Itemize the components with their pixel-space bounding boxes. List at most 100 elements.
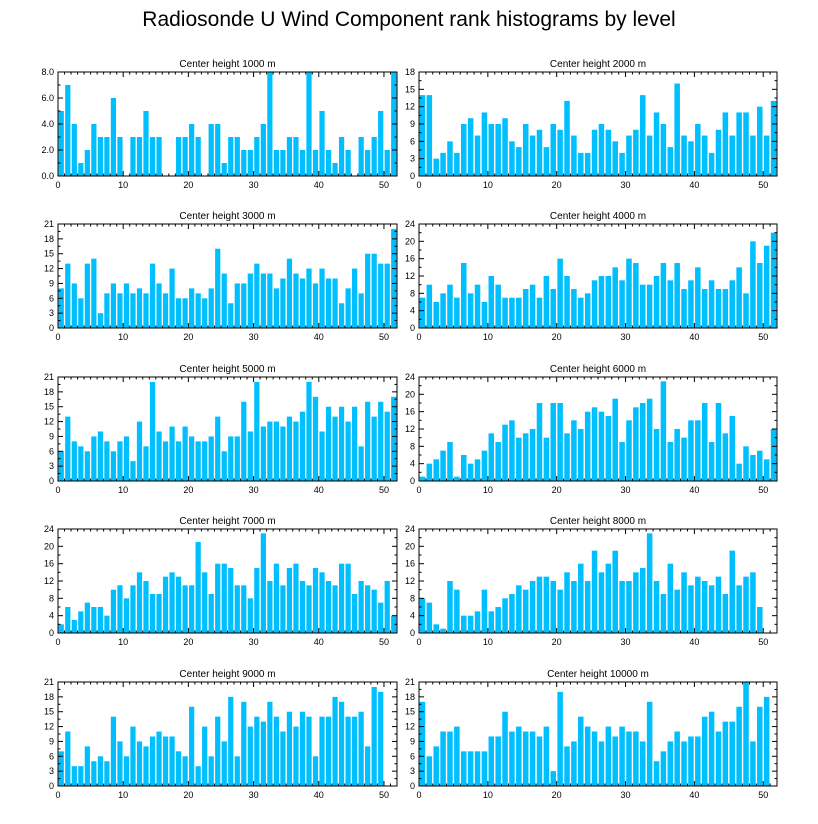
histogram-bar: [509, 731, 515, 786]
histogram-bar: [267, 273, 273, 328]
histogram-bar: [97, 431, 103, 481]
histogram-bar: [254, 568, 260, 633]
histogram-bar: [722, 594, 729, 633]
histogram-bar: [117, 293, 123, 328]
histogram-bar: [729, 721, 736, 786]
histogram-bar: [454, 726, 460, 786]
histogram-bar: [156, 137, 162, 176]
histogram-bar: [84, 150, 90, 176]
histogram-bar: [58, 288, 64, 328]
y-tick-label: 0: [49, 781, 54, 791]
histogram-bar: [536, 403, 543, 481]
histogram-bar: [571, 741, 577, 786]
histogram-bar: [176, 137, 182, 176]
histogram-bar: [674, 83, 680, 176]
histogram-bar: [419, 476, 426, 481]
histogram-bar: [757, 106, 763, 176]
histogram-bar: [189, 124, 195, 176]
y-tick-label: 9: [410, 736, 415, 746]
histogram-bar: [419, 297, 426, 328]
histogram-bar: [474, 459, 481, 481]
y-tick-label: 3: [410, 766, 415, 776]
histogram-bar: [440, 293, 446, 328]
panel-title: Center height 1000 m: [179, 59, 275, 70]
histogram-bar: [117, 441, 123, 481]
histogram-bar: [598, 741, 605, 786]
histogram-bar: [529, 135, 536, 176]
histogram-bar: [338, 406, 345, 481]
histogram-bar: [391, 396, 397, 481]
histogram-bar: [371, 589, 377, 633]
y-tick-label: 2.0: [41, 145, 54, 155]
y-tick-label: 21: [44, 372, 54, 382]
histogram-bar: [454, 476, 460, 481]
histogram-bar: [502, 424, 508, 481]
panel-title: Center height 7000 m: [179, 516, 275, 527]
y-tick-label: 6: [49, 293, 54, 303]
x-tick-label: 50: [758, 180, 768, 190]
histogram-bar: [419, 95, 426, 176]
histogram-bar: [633, 263, 639, 328]
histogram-bar: [736, 267, 742, 328]
y-tick-label: 12: [405, 722, 415, 732]
histogram-bar: [195, 293, 201, 328]
histogram-bar: [461, 751, 467, 786]
histogram-bar: [653, 276, 660, 328]
histogram-bar: [633, 572, 639, 633]
y-tick-label: 24: [405, 219, 415, 229]
histogram-bar: [495, 607, 501, 633]
histogram-bar: [550, 124, 557, 176]
x-tick-label: 30: [621, 485, 631, 495]
x-tick-label: 30: [249, 485, 259, 495]
histogram-bar: [130, 461, 136, 481]
histogram-bar: [312, 568, 319, 633]
histogram-bar: [564, 276, 570, 328]
histogram-bar: [578, 716, 584, 786]
panel-title: Center height 10000 m: [547, 669, 649, 680]
histogram-bar: [241, 150, 247, 176]
histogram-bar: [345, 716, 351, 786]
y-tick-label: 20: [405, 236, 415, 246]
histogram-bar: [557, 403, 563, 481]
histogram-bar: [688, 280, 694, 328]
histogram-bar: [110, 451, 117, 481]
histogram-bar: [78, 766, 84, 786]
histogram-bar: [640, 284, 646, 328]
histogram-bar: [708, 442, 715, 481]
histogram-bar: [71, 766, 77, 786]
histogram-bar: [522, 433, 529, 481]
histogram-bar: [743, 576, 749, 633]
histogram-bar: [502, 598, 508, 633]
histogram-bar: [338, 701, 345, 786]
y-tick-label: 4: [49, 611, 54, 621]
histogram-bar: [557, 589, 563, 633]
histogram-bar: [564, 572, 570, 633]
histogram-bar: [695, 576, 701, 633]
x-tick-label: 10: [483, 485, 493, 495]
histogram-bar: [729, 416, 736, 481]
x-tick-label: 20: [552, 332, 562, 342]
histogram-bar: [176, 576, 182, 633]
histogram-bar: [221, 563, 227, 633]
histogram-bar: [273, 288, 280, 328]
panel-title: Center height 9000 m: [179, 669, 275, 680]
y-tick-label: 0: [49, 323, 54, 333]
histogram-bar: [384, 263, 390, 328]
y-tick-label: 18: [405, 67, 415, 77]
y-tick-label: 15: [405, 84, 415, 94]
histogram-bar: [221, 451, 227, 481]
x-tick-label: 30: [249, 332, 259, 342]
y-tick-label: 16: [405, 407, 415, 417]
histogram-bar: [584, 293, 591, 328]
histogram-bar: [454, 297, 460, 328]
histogram-bar: [176, 751, 182, 786]
histogram-bar: [143, 111, 149, 176]
histogram-bar: [660, 263, 667, 328]
x-tick-label: 30: [621, 637, 631, 647]
y-tick-label: 16: [44, 559, 54, 569]
histogram-bar: [215, 248, 221, 328]
histogram-bar: [571, 581, 577, 633]
histogram-bar: [332, 278, 338, 328]
histogram-bar: [78, 298, 84, 328]
histogram-bar: [352, 406, 358, 481]
